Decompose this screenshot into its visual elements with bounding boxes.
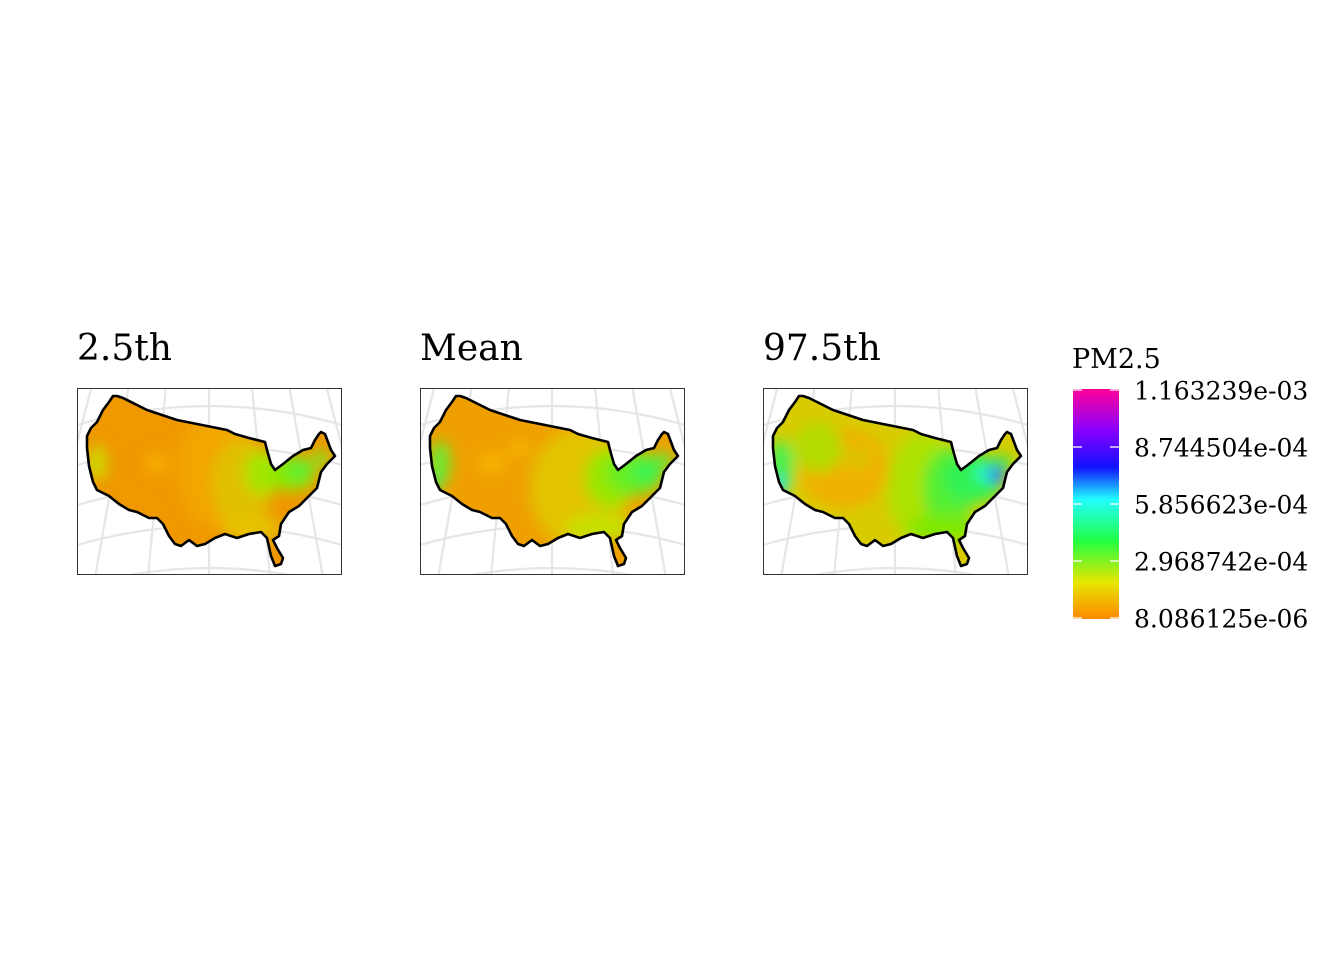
legend-tick-label: 2.968742e-04 xyxy=(1134,547,1309,577)
panel-frame xyxy=(763,388,1028,575)
map-panel-2-5th xyxy=(77,388,342,575)
graticule-meridian xyxy=(1011,388,1028,452)
legend-tick-label: 8.744504e-04 xyxy=(1134,433,1309,463)
graticule-meridian xyxy=(77,388,93,448)
legend-title: PM2.5 xyxy=(1072,344,1161,375)
map-panel-mean xyxy=(420,388,685,575)
map-97-5th xyxy=(763,388,1028,575)
graticule-meridian xyxy=(763,388,779,448)
legend-tick-marks xyxy=(1073,389,1119,619)
panel-title-97-5th: 97.5th xyxy=(763,328,881,369)
graticule-meridian xyxy=(668,388,685,452)
legend-tick-label: 1.163239e-03 xyxy=(1134,376,1309,406)
panel-title-mean: Mean xyxy=(420,328,523,369)
legend-colorbar xyxy=(1073,389,1119,619)
panel-frame xyxy=(420,388,685,575)
legend-tick-label: 5.856623e-04 xyxy=(1134,490,1309,520)
panel-frame xyxy=(77,388,342,575)
legend-tick-label: 8.086125e-06 xyxy=(1134,604,1309,634)
map-2-5th xyxy=(77,388,342,575)
graticule-meridian xyxy=(420,388,436,448)
panel-title-2-5th: 2.5th xyxy=(77,328,172,369)
map-mean xyxy=(420,388,685,575)
map-panel-97-5th xyxy=(763,388,1028,575)
graticule-meridian xyxy=(325,388,342,452)
